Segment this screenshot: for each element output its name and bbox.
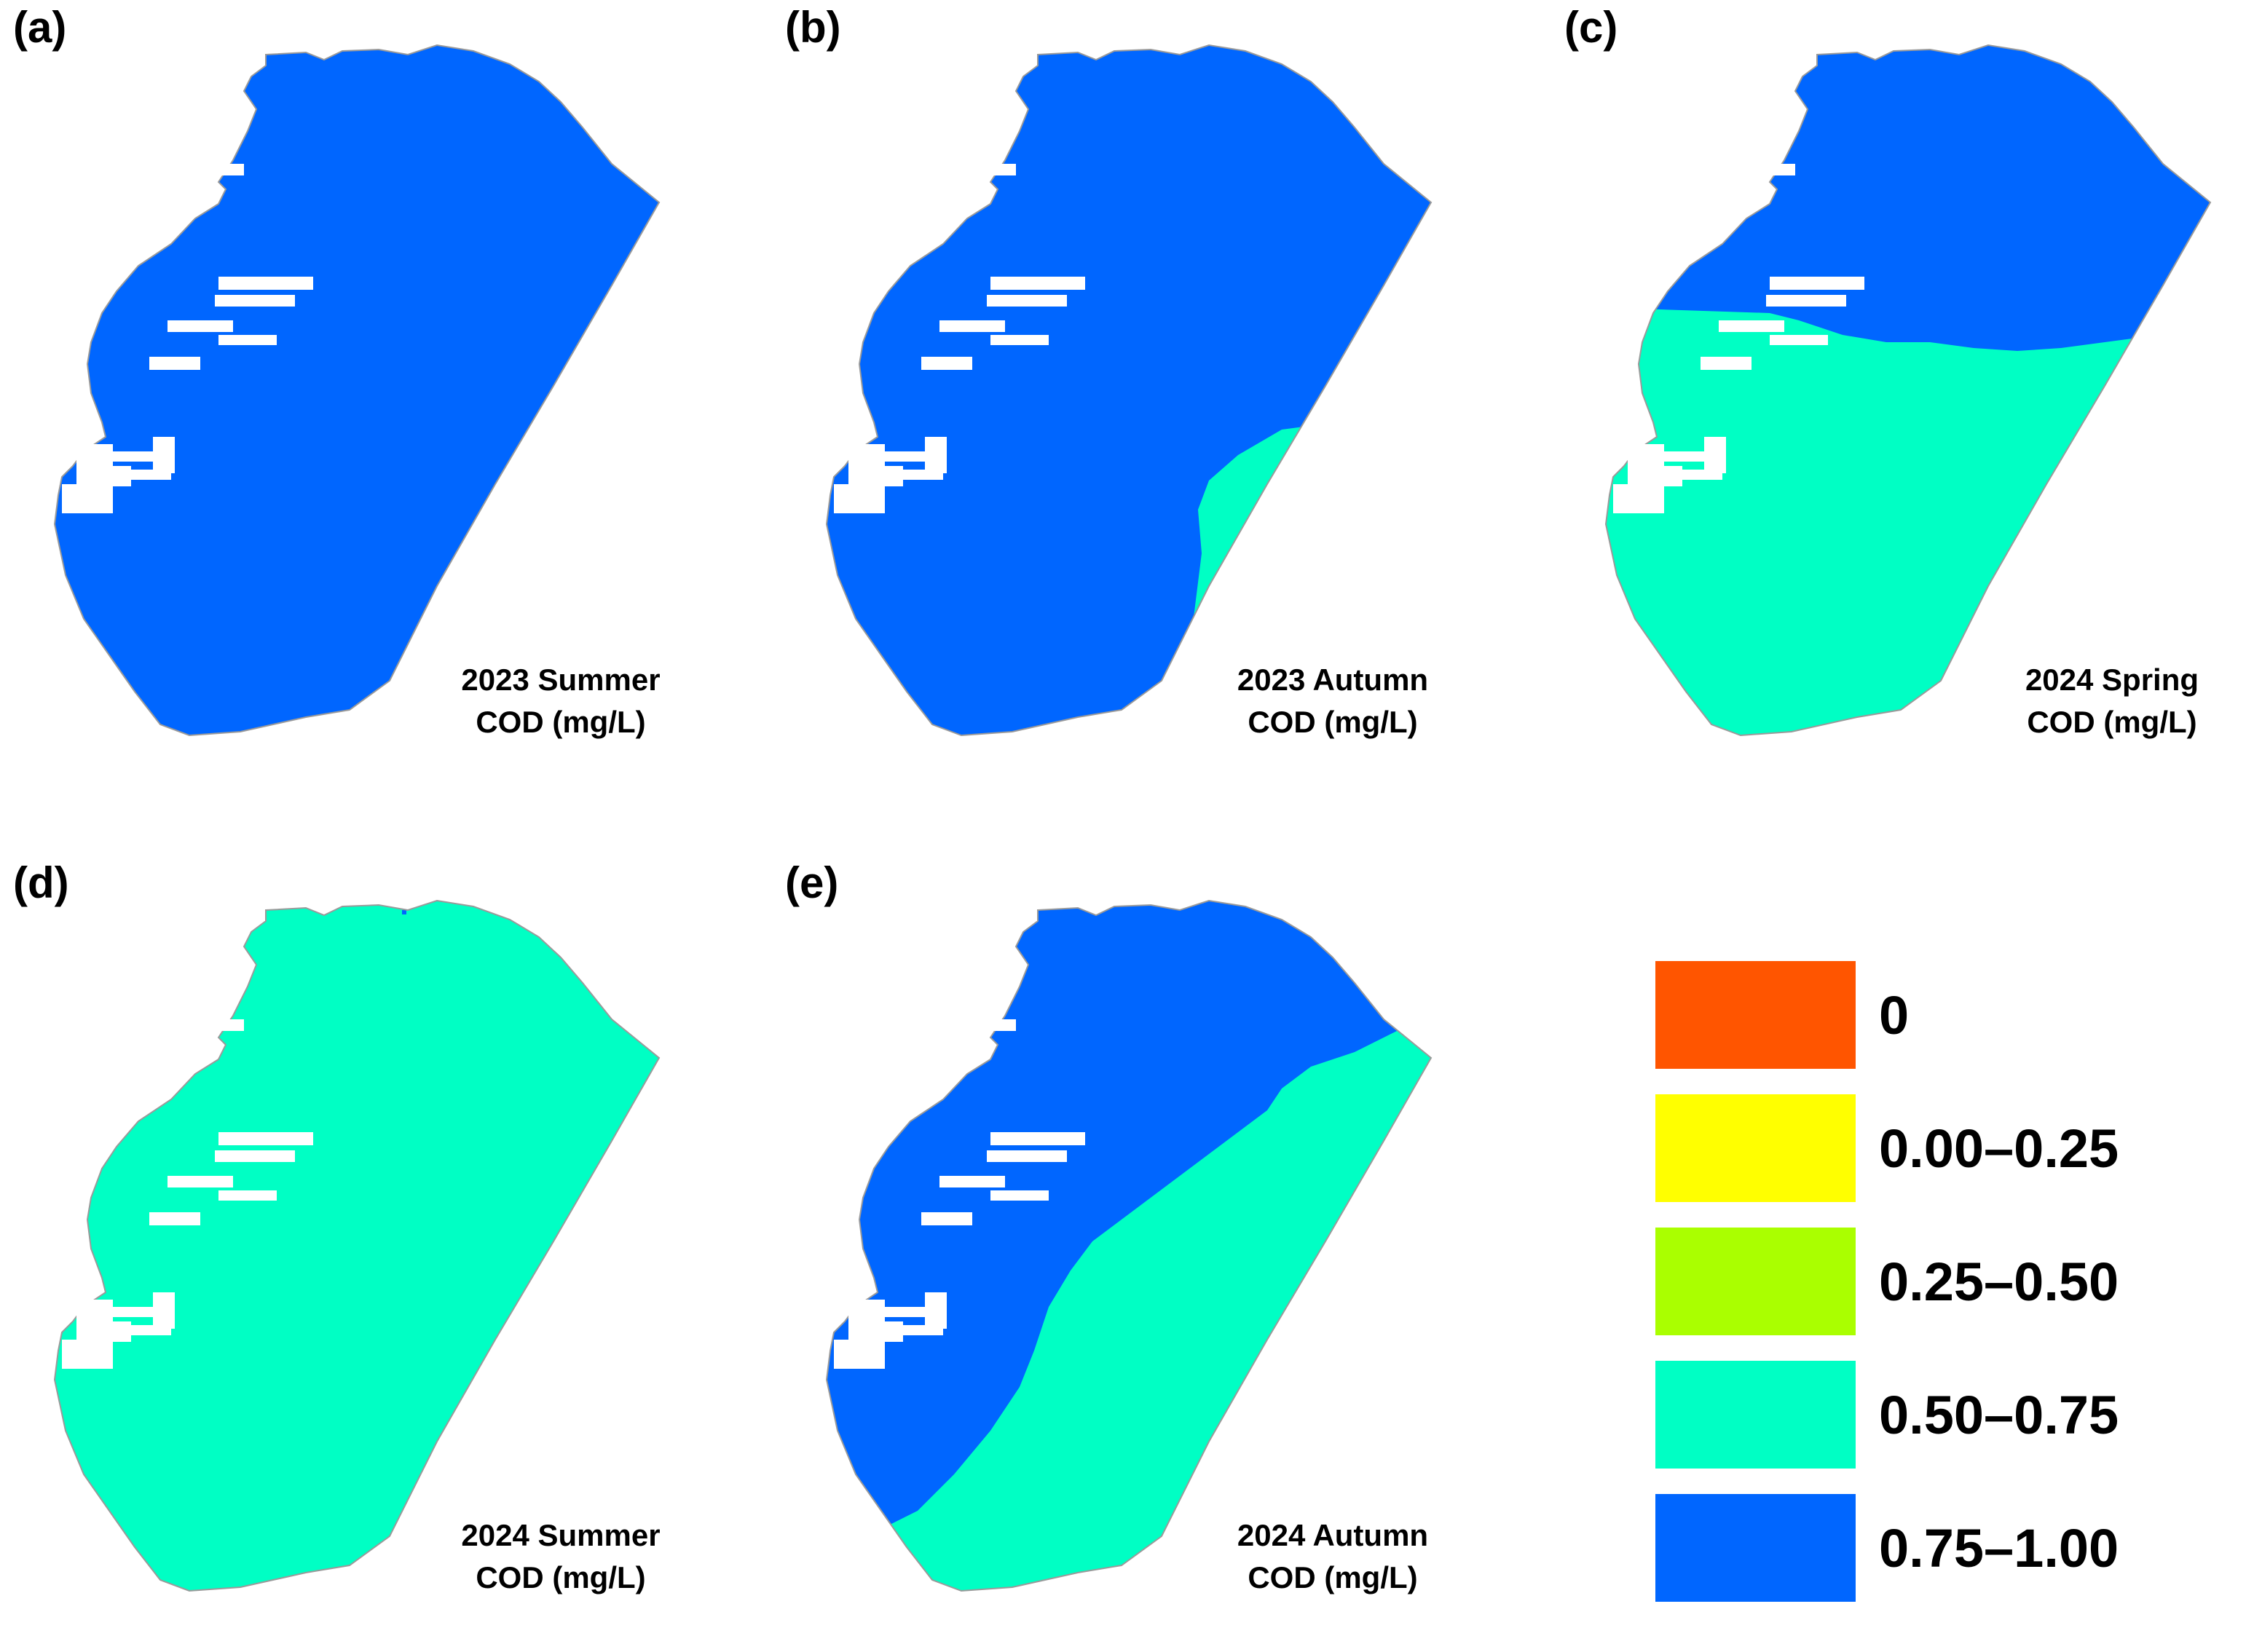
caption-unit: COD (mg/L) (476, 1560, 645, 1594)
panel-letter: (a) (13, 3, 66, 52)
map-panel-c: (c) 2024 Spring COD (mg/L) (1564, 3, 2211, 739)
caption-season: 2024 Spring (2025, 663, 2199, 697)
legend-label: 0.75–1.00 (1879, 1518, 2119, 1578)
zone-0.75-1.00 (402, 910, 406, 914)
legend-label: 0 (1879, 985, 1909, 1046)
legend-swatch (1655, 1228, 1856, 1335)
caption-season: 2024 Summer (461, 1518, 660, 1552)
panel-letter: (e) (785, 858, 838, 907)
legend-swatch (1655, 1494, 1856, 1602)
map-panel-e: (e) 2024 Autumn COD (mg/L) (785, 858, 1432, 1594)
legend: 0 0.00–0.25 0.25–0.50 0.50–0.75 0.75–1.00 (1655, 961, 2119, 1602)
caption-season: 2023 Autumn (1237, 663, 1428, 697)
caption-season: 2024 Autumn (1237, 1518, 1428, 1552)
legend-swatch (1655, 1361, 1856, 1469)
panel-letter: (b) (785, 3, 841, 52)
panel-letter: (d) (13, 858, 69, 907)
caption-unit: COD (mg/L) (476, 705, 645, 739)
panel-letter: (c) (1564, 3, 1617, 52)
caption-unit: COD (mg/L) (1248, 705, 1417, 739)
zone-0.75-1.00 (1606, 45, 2210, 351)
legend-swatch (1655, 1094, 1856, 1202)
caption-season: 2023 Summer (461, 663, 660, 697)
map-panel-a: (a) 2023 Summer COD (mg/L) (13, 3, 661, 739)
legend-label: 0.00–0.25 (1879, 1118, 2119, 1179)
caption-unit: COD (mg/L) (2027, 705, 2196, 739)
caption-unit: COD (mg/L) (1248, 1560, 1417, 1594)
legend-label: 0.25–0.50 (1879, 1252, 2119, 1312)
map-panel-d: (d) 2024 Summer COD (mg/L) (13, 858, 661, 1594)
map-panel-b: (b) 2023 Autumn COD (mg/L) (785, 3, 1432, 739)
legend-label: 0.50–0.75 (1879, 1385, 2119, 1445)
legend-swatch (1655, 961, 1856, 1069)
